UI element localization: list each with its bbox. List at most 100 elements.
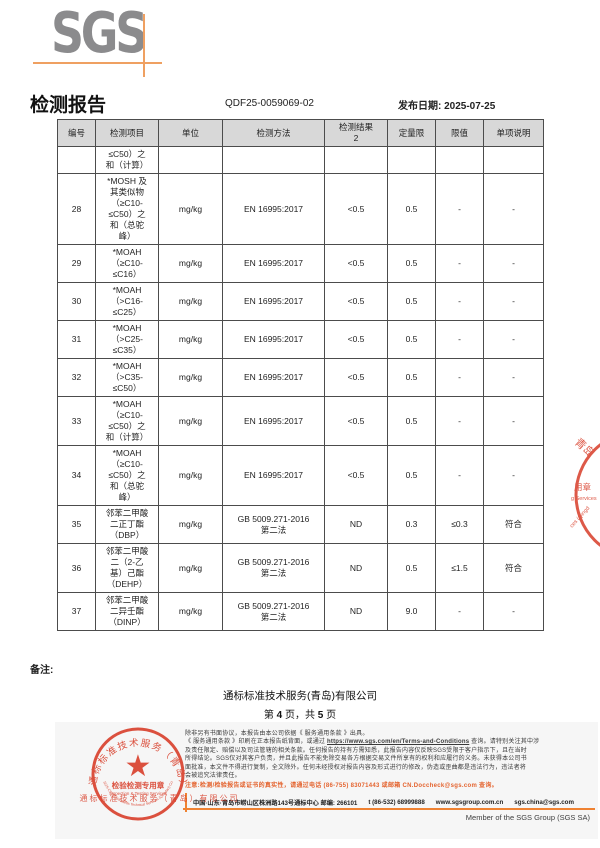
- table-row: 36 邻苯二甲酸 二（2-乙 基）己酯 （DEHP） mg/kg GB 5009.27…: [57, 543, 544, 593]
- stamp-overlay-company-text: 通标标准技术服务（青岛）有限公司: [79, 794, 240, 803]
- table-cell-result: <0.5: [324, 282, 388, 321]
- table-cell-result: <0.5: [324, 445, 388, 506]
- table-cell-method: EN 16995:2017: [222, 396, 325, 446]
- table-cell-unit: mg/kg: [158, 505, 223, 544]
- terms-line-2-after: 查询。请特别关注其中涉: [469, 739, 540, 746]
- company-website: www.sgsgroup.com.cn: [435, 799, 504, 806]
- company-name: 通标标准技术服务(青岛)有限公司: [223, 690, 377, 702]
- stamp-center-english: Inspection & Testing Services: [109, 791, 167, 796]
- stamp-center-text: 检验检测专用章: [112, 780, 165, 790]
- table-cell-item: *MOSH 及 其类似物 （≥C10- ≤C50）之 和（总驼 峰）: [95, 173, 159, 245]
- table-cell-item: *MOAH （≥C10- ≤C16）: [95, 244, 159, 283]
- table-cell-loq: [387, 146, 436, 174]
- table-cell-no: [57, 146, 96, 174]
- col-header-loq: 定量限: [387, 119, 436, 147]
- footer-orange-rule: [183, 808, 595, 810]
- table-cell-result: <0.5: [324, 244, 388, 283]
- table-cell-note: 符合: [483, 505, 544, 544]
- table-cell-unit: mg/kg: [158, 244, 223, 283]
- table-cell-unit: mg/kg: [158, 282, 223, 321]
- table-cell-result: [324, 146, 388, 174]
- page-mid: 页，共: [282, 710, 318, 721]
- table-cell-unit: mg/kg: [158, 396, 223, 446]
- table-cell-limit: -: [435, 445, 484, 506]
- page-suffix: 页: [323, 710, 337, 721]
- table-row: 28 *MOSH 及 其类似物 （≥C10- ≤C50）之 和（总驼 峰） mg/k…: [57, 173, 544, 245]
- page-title: 检测报告: [30, 95, 107, 116]
- table-cell-unit: [158, 146, 223, 174]
- table-cell-item: *MOAH （≥C10- ≤C50）之 和（总驼 峰）: [95, 445, 159, 506]
- terms-link[interactable]: https://www.sgs.com/en/Terms-and-Conditi…: [327, 739, 470, 746]
- table-cell-no: 37: [57, 592, 96, 631]
- table-cell-unit: mg/kg: [158, 173, 223, 245]
- table-row: 29 *MOAH （≥C10- ≤C16） mg/kg EN 16995:2017 <0…: [57, 244, 544, 283]
- table-cell-unit: mg/kg: [158, 320, 223, 359]
- table-cell-no: 31: [57, 320, 96, 359]
- table-header-row: 编号 检测项目 单位 检测方法 检测结果 2 定量限 限值 单项说明: [57, 119, 544, 147]
- table-cell-method: [222, 146, 325, 174]
- table-cell-limit: ≤1.5: [435, 543, 484, 593]
- table-cell-limit: [435, 146, 484, 174]
- table-cell-item: *MOAH （≥C10- ≤C50）之 和（计算）: [95, 396, 159, 446]
- table-cell-method: EN 16995:2017: [222, 282, 325, 321]
- table-cell-item: ≤C50）之 和（计算）: [95, 146, 159, 174]
- col-header-limit: 限值: [435, 119, 484, 147]
- table-row: 32 *MOAH （>C35- ≤C50） mg/kg EN 16995:2017 <0…: [57, 358, 544, 397]
- table-cell-no: 35: [57, 505, 96, 544]
- table-cell-loq: 0.5: [387, 543, 436, 593]
- table-cell-result: <0.5: [324, 320, 388, 359]
- authenticity-caution: 注意:检测/检验报告或证书的真实性，请通过电话 (86-755) 8307144…: [185, 783, 498, 789]
- terms-line-2: 《 服务通用条款 》印刷在正本报告纸背面，或通过 https://www.sgs…: [185, 738, 590, 746]
- table-cell-result: <0.5: [324, 358, 388, 397]
- table-cell-method: EN 16995:2017: [222, 320, 325, 359]
- table-cell-loq: 9.0: [387, 592, 436, 631]
- stamp-fragment-2: 用章: [574, 482, 592, 492]
- table-cell-unit: mg/kg: [158, 445, 223, 506]
- table-row: 33 *MOAH （≥C10- ≤C50）之 和（计算） mg/kg EN 16995…: [57, 396, 544, 446]
- table-row: 37 邻苯二甲酸 二异壬酯 （DINP） mg/kg GB 5009.271-2016…: [57, 592, 544, 631]
- results-table: 编号 检测项目 单位 检测方法 检测结果 2 定量限 限值 单项说明 ≤C50）…: [57, 119, 544, 631]
- table-cell-limit: ≤0.3: [435, 505, 484, 544]
- table-cell-limit: -: [435, 592, 484, 631]
- report-number: QDF25-0059069-02: [225, 98, 314, 109]
- terms-line-6: 会被追究法律责任。: [185, 773, 241, 780]
- table-cell-unit: mg/kg: [158, 543, 223, 593]
- table-cell-note: -: [483, 592, 544, 631]
- sgs-logo: SGS: [51, 1, 148, 66]
- table-cell-item: *MOAH （>C25- ≤C35）: [95, 320, 159, 359]
- terms-line-5: 面批准，本文件不得进行复制，全文除外。任何未经授权对报告内容及形式进行的修改，伪…: [185, 764, 527, 771]
- page-total: 5: [317, 710, 324, 721]
- address-row: 中国·山东·青岛市崂山区株洲路143号通标中心 邮编: 266101 t (86…: [185, 793, 597, 812]
- table-cell-loq: 0.5: [387, 396, 436, 446]
- table-cell-method: EN 16995:2017: [222, 173, 325, 245]
- table-cell-limit: -: [435, 173, 484, 245]
- table-cell-note: [483, 146, 544, 174]
- issue-date: 发布日期: 2025-07-25: [398, 101, 496, 112]
- table-cell-method: GB 5009.271-2016 第二法: [222, 543, 325, 593]
- stamp-star-icon: ★: [125, 750, 152, 783]
- table-cell-note: -: [483, 173, 544, 245]
- table-row: 31 *MOAH （>C25- ≤C35） mg/kg EN 16995:2017 <0…: [57, 320, 544, 359]
- table-cell-result: ND: [324, 543, 388, 593]
- table-cell-no: 28: [57, 173, 96, 245]
- col-header-item: 检测项目: [95, 119, 159, 147]
- table-cell-no: 29: [57, 244, 96, 283]
- col-header-result: 检测结果 2: [324, 119, 388, 147]
- table-cell-loq: 0.5: [387, 445, 436, 506]
- stamp-fragment-3: g Services: [571, 496, 597, 502]
- inspection-stamp-icon: 通标标准技术服务（青岛）有限公司 ★ 检验检测专用章 Inspection & …: [82, 724, 188, 821]
- table-cell-loq: 0.5: [387, 244, 436, 283]
- table-cell-limit: -: [435, 358, 484, 397]
- table-cell-unit: mg/kg: [158, 592, 223, 631]
- stamp-fragment-4: ces (Qingd: [569, 506, 591, 530]
- table-cell-limit: -: [435, 396, 484, 446]
- page-number: 4: [276, 710, 283, 721]
- table-cell-item: *MOAH （>C16- ≤C25）: [95, 282, 159, 321]
- table-cell-method: GB 5009.271-2016 第二法: [222, 505, 325, 544]
- table-cell-limit: -: [435, 244, 484, 283]
- table-row: 35 邻苯二甲酸 二正丁酯 （DBP） mg/kg GB 5009.271-2016 …: [57, 505, 544, 544]
- col-header-unit: 单位: [158, 119, 223, 147]
- table-cell-method: EN 16995:2017: [222, 358, 325, 397]
- table-cell-note: -: [483, 282, 544, 321]
